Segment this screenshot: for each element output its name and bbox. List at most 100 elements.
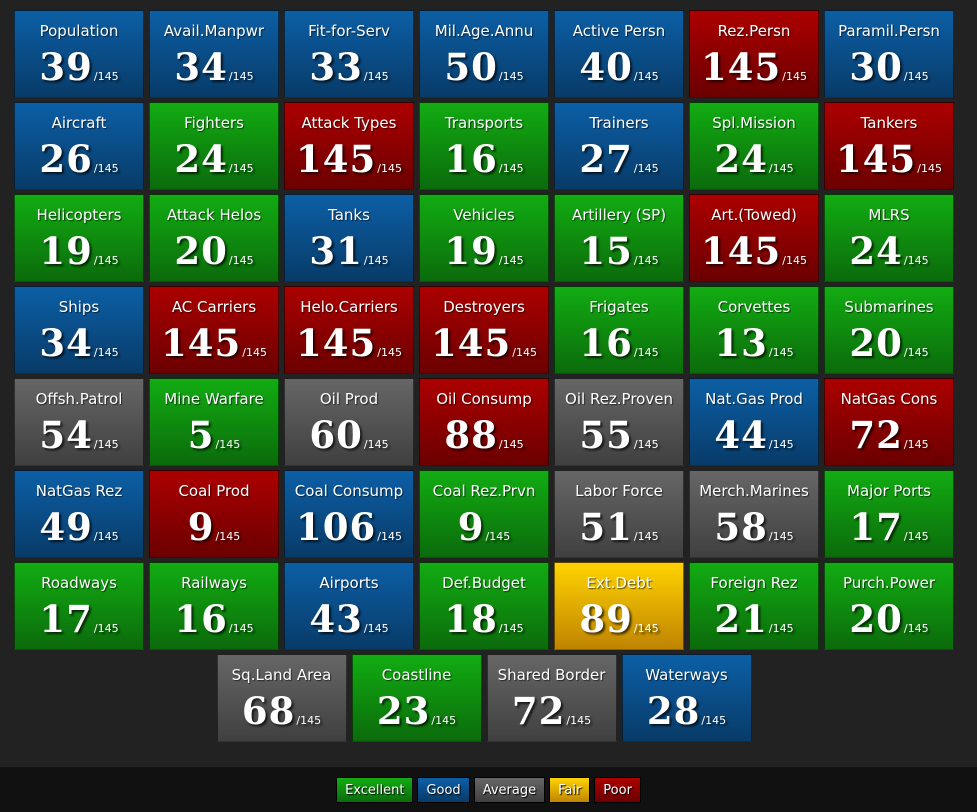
rank-total: /145 bbox=[228, 622, 254, 635]
tile-value: 21/145 bbox=[690, 597, 818, 641]
rank-total: /145 bbox=[228, 70, 254, 83]
stat-tile: Oil Rez.Proven 55/145 bbox=[554, 378, 684, 466]
tile-label: Roadways bbox=[41, 574, 117, 592]
tile-label: Artillery (SP) bbox=[571, 206, 667, 224]
stat-tile: Nat.Gas Prod 44/145 bbox=[689, 378, 819, 466]
rank-total: /145 bbox=[633, 622, 659, 635]
rank: 17 bbox=[849, 505, 903, 549]
tile-value: 88/145 bbox=[420, 413, 548, 457]
rank-total: /145 bbox=[93, 346, 119, 359]
tile-label: AC Carriers bbox=[171, 298, 257, 316]
tile-value: 89/145 bbox=[555, 597, 683, 641]
tile-label: Attack Types bbox=[301, 114, 397, 132]
rank: 68 bbox=[241, 689, 296, 733]
tile-label: Ext.Debt bbox=[586, 574, 652, 592]
stat-tile: NatGas Cons 72/145 bbox=[824, 378, 954, 466]
tile-label: Mine Warfare bbox=[164, 390, 264, 408]
rank-total: /145 bbox=[633, 162, 659, 175]
tile-label: Railways bbox=[181, 574, 247, 592]
stat-tile: Destroyers 145/145 bbox=[419, 286, 549, 374]
stat-tile: Attack Helos 20/145 bbox=[149, 194, 279, 282]
rank: 16 bbox=[579, 321, 633, 365]
rank: 24 bbox=[849, 229, 903, 273]
rank: 51 bbox=[579, 505, 633, 549]
rank: 20 bbox=[174, 229, 228, 273]
stat-tile: Purch.Power 20/145 bbox=[824, 562, 954, 650]
tile-label: Waterways bbox=[645, 666, 728, 684]
tile-value: 30/145 bbox=[825, 45, 953, 89]
rank: 13 bbox=[714, 321, 768, 365]
stat-tile: Shared Border 72/145 bbox=[486, 654, 617, 742]
tile-label: Tanks bbox=[328, 206, 370, 224]
tile-value: 24/145 bbox=[825, 229, 953, 273]
rank: 9 bbox=[187, 505, 215, 549]
rank: 33 bbox=[309, 45, 363, 89]
tile-label: Avail.Manpwr bbox=[163, 22, 265, 40]
stat-tile: Tankers 145/145 bbox=[824, 102, 954, 190]
tile-label: Rez.Persn bbox=[717, 22, 791, 40]
tile-grid: Population 39/145 Avail.Manpwr 34/145 Fit-fo… bbox=[14, 10, 954, 742]
rank-total: /145 bbox=[363, 254, 389, 267]
rank-total: /145 bbox=[633, 438, 659, 451]
tile-label: Spl.Mission bbox=[712, 114, 796, 132]
stat-tile: Mine Warfare 5/145 bbox=[149, 378, 279, 466]
rank-total: /145 bbox=[903, 346, 929, 359]
tile-label: Purch.Power bbox=[843, 574, 935, 592]
rank-total: /145 bbox=[512, 346, 537, 359]
rank: 24 bbox=[714, 137, 768, 181]
stat-tile: Major Ports 17/145 bbox=[824, 470, 954, 558]
tile-value: 28/145 bbox=[623, 689, 751, 733]
tile-label: Oil Consump bbox=[436, 390, 532, 408]
tile-value: 72/145 bbox=[825, 413, 953, 457]
tile-value: 20/145 bbox=[150, 229, 278, 273]
tile-label: Corvettes bbox=[717, 298, 791, 316]
stat-tile: Sq.Land Area 68/145 bbox=[216, 654, 347, 742]
rank: 19 bbox=[444, 229, 498, 273]
rank-total: /145 bbox=[782, 70, 807, 83]
stat-tile: Art.(Towed) 145/145 bbox=[689, 194, 819, 282]
legend-item: Good bbox=[417, 776, 470, 803]
rank-total: /145 bbox=[633, 530, 659, 543]
stat-tile: Submarines 20/145 bbox=[824, 286, 954, 374]
tile-label: Fit-for-Serv bbox=[308, 22, 390, 40]
rank-total: /145 bbox=[498, 254, 524, 267]
tile-value: 19/145 bbox=[420, 229, 548, 273]
stat-tile: Rez.Persn 145/145 bbox=[689, 10, 819, 98]
rank: 50 bbox=[444, 45, 498, 89]
stat-tile: Merch.Marines 58/145 bbox=[689, 470, 819, 558]
tile-label: Foreign Rez bbox=[710, 574, 798, 592]
rank: 43 bbox=[309, 597, 363, 641]
tile-value: 44/145 bbox=[690, 413, 818, 457]
rank: 20 bbox=[849, 597, 903, 641]
rank: 145 bbox=[701, 45, 782, 89]
rank: 72 bbox=[511, 689, 566, 733]
stat-tile: Waterways 28/145 bbox=[621, 654, 752, 742]
rank: 58 bbox=[714, 505, 768, 549]
tile-value: 145/145 bbox=[690, 45, 818, 89]
tile-value: 24/145 bbox=[690, 137, 818, 181]
tile-label: Coal Consump bbox=[294, 482, 404, 500]
tile-value: 24/145 bbox=[150, 137, 278, 181]
tile-value: 17/145 bbox=[15, 597, 143, 641]
stat-tile: Attack Types 145/145 bbox=[284, 102, 414, 190]
rank: 20 bbox=[849, 321, 903, 365]
tile-value: 145/145 bbox=[285, 137, 413, 181]
stat-tile: Fighters 24/145 bbox=[149, 102, 279, 190]
tile-label: Transports bbox=[444, 114, 524, 132]
rank-total: /145 bbox=[215, 530, 241, 543]
rank-total: /145 bbox=[431, 714, 457, 727]
rank: 9 bbox=[457, 505, 485, 549]
rank-total: /145 bbox=[93, 254, 119, 267]
rank-total: /145 bbox=[903, 622, 929, 635]
rank: 15 bbox=[579, 229, 633, 273]
tile-label: Merch.Marines bbox=[699, 482, 809, 500]
stat-tile: Coal Prod 9/145 bbox=[149, 470, 279, 558]
rank: 16 bbox=[174, 597, 228, 641]
tile-label: Oil Prod bbox=[319, 390, 379, 408]
rank-total: /145 bbox=[701, 714, 727, 727]
rank-total: /145 bbox=[363, 622, 389, 635]
rank-total: /145 bbox=[782, 254, 807, 267]
stat-tile: Helo.Carriers 145/145 bbox=[284, 286, 414, 374]
tile-value: 13/145 bbox=[690, 321, 818, 365]
rank: 5 bbox=[187, 413, 215, 457]
